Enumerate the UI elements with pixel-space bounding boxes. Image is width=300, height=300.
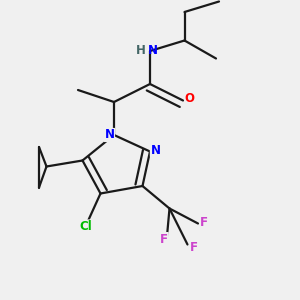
Text: H: H	[136, 44, 145, 57]
Text: N: N	[150, 143, 161, 157]
Text: F: F	[160, 232, 168, 246]
Text: O: O	[184, 92, 195, 106]
Text: N: N	[104, 128, 115, 142]
Text: Cl: Cl	[79, 220, 92, 233]
Text: F: F	[190, 241, 197, 254]
Text: F: F	[200, 215, 208, 229]
Text: N: N	[148, 44, 158, 57]
